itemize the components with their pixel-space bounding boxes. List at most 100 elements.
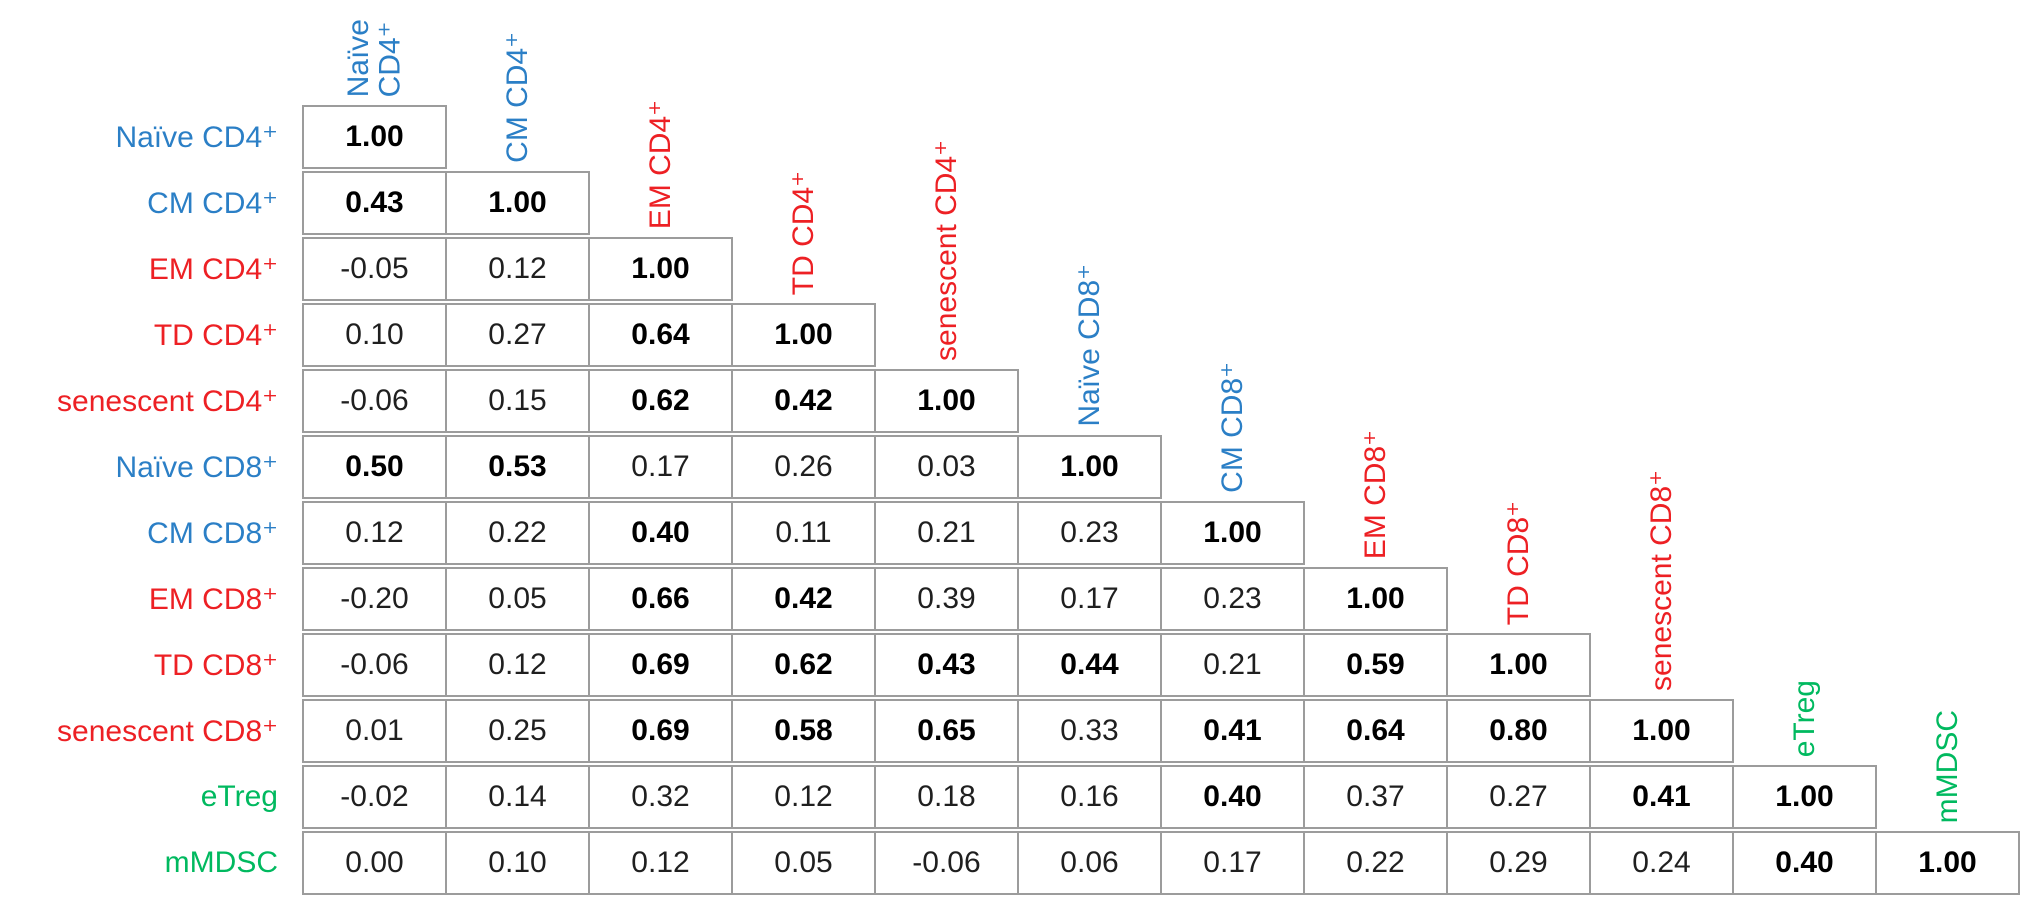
correlation-value: 1.00 (1346, 582, 1405, 615)
correlation-value: 1.00 (1489, 648, 1548, 681)
col-header-text: CM CD4⁺ (500, 32, 534, 163)
correlation-value: 0.11 (775, 516, 832, 549)
cell-r7c5: 0.21 (874, 501, 1019, 565)
cell-r9c8: 0.59 (1303, 633, 1448, 697)
col-header-em-cd8: EM CD8⁺ (1303, 0, 1448, 559)
correlation-value: 0.23 (1060, 516, 1119, 549)
correlation-value: 0.22 (1346, 846, 1405, 879)
correlation-value: 1.00 (345, 120, 404, 153)
correlation-value: -0.06 (340, 648, 409, 681)
correlation-value: 0.12 (488, 252, 547, 285)
correlation-value: 0.69 (631, 714, 690, 747)
cell-r10c7: 0.41 (1160, 699, 1305, 763)
correlation-value: 0.16 (1060, 780, 1119, 813)
correlation-value: 0.43 (917, 648, 976, 681)
correlation-value: 0.15 (488, 384, 547, 417)
col-header-etreg: eTreg (1732, 0, 1877, 757)
cell-r12c3: 0.12 (588, 831, 733, 895)
cell-r9c7: 0.21 (1160, 633, 1305, 697)
correlation-value: 0.12 (774, 780, 833, 813)
correlation-value: 0.12 (345, 516, 404, 549)
cell-r6c1: 0.50 (302, 435, 447, 499)
cell-r4c4: 1.00 (731, 303, 876, 367)
col-header-td-cd8: TD CD8⁺ (1446, 0, 1591, 625)
col-header-senescent-cd4: senescent CD4⁺ (874, 0, 1019, 361)
col-header-text: senescent CD4⁺ (929, 140, 963, 361)
row-label-naive-cd4: Naïve CD4⁺ (115, 120, 278, 154)
cell-r10c1: 0.01 (302, 699, 447, 763)
row-label-senescent-cd8: senescent CD8⁺ (57, 714, 278, 748)
cell-r10c8: 0.64 (1303, 699, 1448, 763)
cell-r9c3: 0.69 (588, 633, 733, 697)
row-label-em-cd8: EM CD8⁺ (148, 582, 278, 616)
col-header-text: EM CD8⁺ (1358, 429, 1392, 559)
col-header-senescent-cd8: senescent CD8⁺ (1589, 0, 1734, 691)
correlation-value: -0.02 (340, 780, 409, 813)
correlation-value: 0.33 (1060, 714, 1119, 747)
correlation-value: 0.00 (345, 846, 404, 879)
cell-r12c11: 0.40 (1732, 831, 1877, 895)
cell-r9c2: 0.12 (445, 633, 590, 697)
row-label-em-cd4: EM CD4⁺ (148, 252, 278, 286)
cell-r11c9: 0.27 (1446, 765, 1591, 829)
row-label-mmdsc: mMDSC (164, 846, 278, 879)
cell-r12c5: -0.06 (874, 831, 1019, 895)
correlation-value: -0.06 (912, 846, 981, 879)
cell-r3c2: 0.12 (445, 237, 590, 301)
correlation-value: 1.00 (631, 252, 690, 285)
col-header-text: Naïve CD4⁺ (342, 18, 407, 97)
cell-r9c9: 1.00 (1446, 633, 1591, 697)
cell-r10c10: 1.00 (1589, 699, 1734, 763)
correlation-value: 0.21 (917, 516, 976, 549)
correlation-value: 1.00 (1060, 450, 1119, 483)
correlation-value: 0.23 (1203, 582, 1262, 615)
correlation-value: 0.40 (1775, 846, 1834, 879)
cell-r11c6: 0.16 (1017, 765, 1162, 829)
cell-r5c3: 0.62 (588, 369, 733, 433)
col-header-text: eTreg (1787, 679, 1821, 757)
cell-r8c2: 0.05 (445, 567, 590, 631)
row-label-senescent-cd4: senescent CD4⁺ (57, 384, 278, 418)
correlation-value: 1.00 (774, 318, 833, 351)
correlation-value: 1.00 (1632, 714, 1691, 747)
cell-r7c1: 0.12 (302, 501, 447, 565)
cell-r10c9: 0.80 (1446, 699, 1591, 763)
correlation-value: 0.41 (1632, 780, 1691, 813)
cell-r5c5: 1.00 (874, 369, 1019, 433)
cell-r11c10: 0.41 (1589, 765, 1734, 829)
correlation-value: 0.17 (631, 450, 690, 483)
cell-r10c4: 0.58 (731, 699, 876, 763)
cell-r4c2: 0.27 (445, 303, 590, 367)
correlation-value: 0.43 (345, 186, 404, 219)
cell-r6c5: 0.03 (874, 435, 1019, 499)
correlation-value: 0.24 (1632, 846, 1691, 879)
correlation-value: 0.37 (1346, 780, 1405, 813)
correlation-value: 0.22 (488, 516, 547, 549)
col-header-cm-cd4: CM CD4⁺ (445, 0, 590, 163)
row-label-td-cd8: TD CD8⁺ (153, 648, 278, 682)
cell-r6c2: 0.53 (445, 435, 590, 499)
correlation-value: 0.39 (917, 582, 976, 615)
correlation-value: 0.42 (774, 582, 833, 615)
correlation-value: 0.03 (917, 450, 976, 483)
correlation-value: 0.80 (1489, 714, 1548, 747)
cell-r11c8: 0.37 (1303, 765, 1448, 829)
correlation-value: 0.05 (774, 846, 833, 879)
correlation-value: 0.59 (1346, 648, 1405, 681)
cell-r8c3: 0.66 (588, 567, 733, 631)
correlation-value: 0.66 (631, 582, 690, 615)
correlation-value: 0.27 (488, 318, 547, 351)
col-header-td-cd4: TD CD4⁺ (731, 0, 876, 295)
cell-r10c6: 0.33 (1017, 699, 1162, 763)
col-header-naive-cd8: Naïve CD8⁺ (1017, 0, 1162, 427)
row-label-td-cd4: TD CD4⁺ (153, 318, 278, 352)
correlation-value: -0.05 (340, 252, 409, 285)
correlation-value: 0.64 (1346, 714, 1405, 747)
cell-r7c6: 0.23 (1017, 501, 1162, 565)
correlation-value: 0.44 (1060, 648, 1119, 681)
cell-r1c1: 1.00 (302, 105, 447, 169)
cell-r5c4: 0.42 (731, 369, 876, 433)
col-header-text: CM CD8⁺ (1215, 362, 1249, 493)
row-label-cm-cd4: CM CD4⁺ (147, 186, 278, 220)
cell-r8c1: -0.20 (302, 567, 447, 631)
